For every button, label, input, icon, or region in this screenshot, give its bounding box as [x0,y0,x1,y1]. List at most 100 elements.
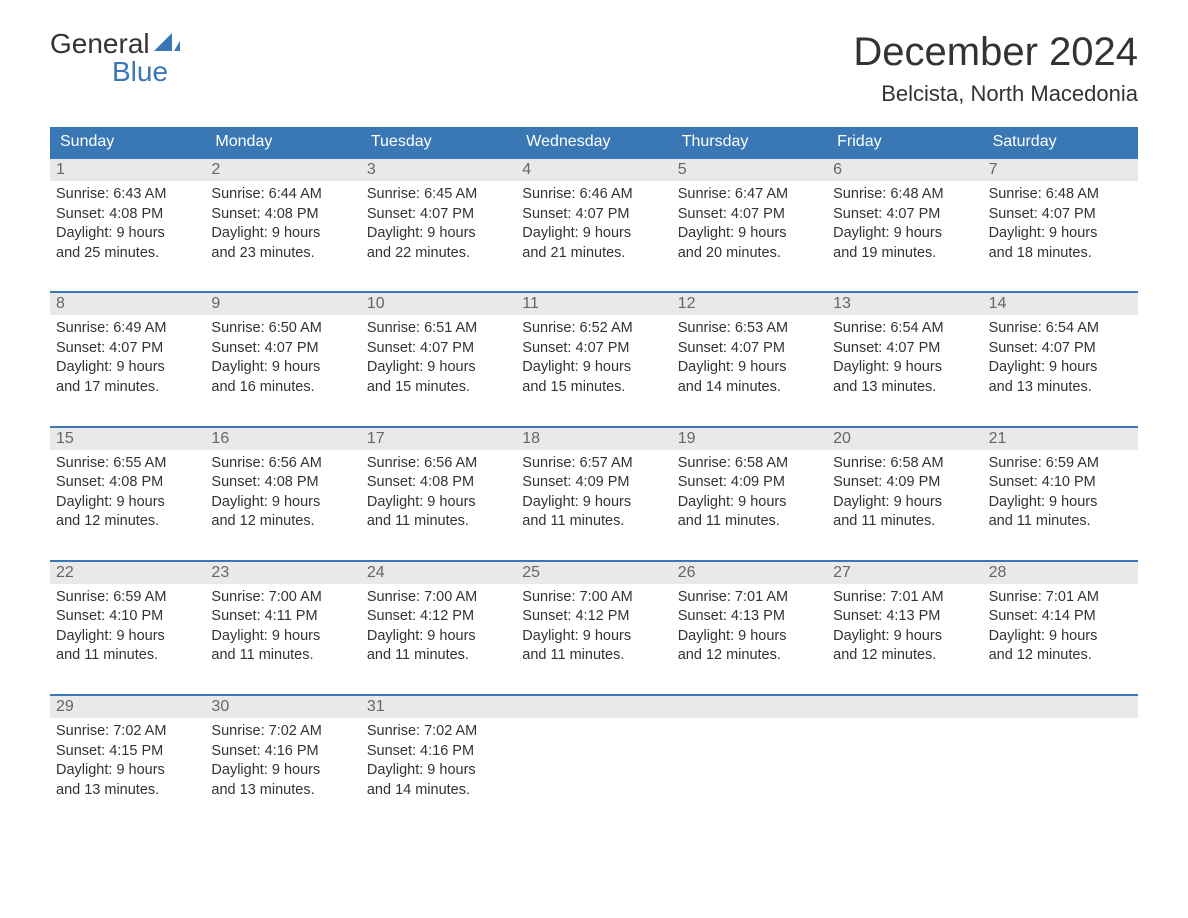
dl2-text: and 13 minutes. [211,781,354,801]
sunset-text: Sunset: 4:12 PM [522,607,665,627]
dl1-text: Daylight: 9 hours [211,761,354,781]
date-number: 28 [983,562,1138,584]
sunset-text: Sunset: 4:12 PM [367,607,510,627]
sunrise-text: Sunrise: 6:46 AM [522,185,665,205]
dl1-text: Daylight: 9 hours [56,358,199,378]
sunrise-text: Sunrise: 6:57 AM [522,454,665,474]
sunset-text: Sunset: 4:07 PM [833,339,976,359]
sunset-text: Sunset: 4:08 PM [211,205,354,225]
sunset-text: Sunset: 4:10 PM [56,607,199,627]
dl2-text: and 11 minutes. [522,646,665,666]
dl1-text: Daylight: 9 hours [56,627,199,647]
date-number: 26 [672,562,827,584]
calendar-cell: Sunrise: 6:51 AMSunset: 4:07 PMDaylight:… [361,315,516,405]
calendar-cell [516,718,671,808]
date-number: 18 [516,428,671,450]
sunrise-text: Sunrise: 6:52 AM [522,319,665,339]
sunrise-text: Sunrise: 6:48 AM [833,185,976,205]
day-header: Saturday [983,127,1138,157]
sunrise-text: Sunrise: 6:54 AM [989,319,1132,339]
calendar-cell: Sunrise: 6:45 AMSunset: 4:07 PMDaylight:… [361,181,516,271]
day-header: Thursday [672,127,827,157]
calendar-cell: Sunrise: 7:01 AMSunset: 4:13 PMDaylight:… [827,584,982,674]
date-number [672,696,827,718]
dl1-text: Daylight: 9 hours [833,493,976,513]
brand-word1: General [50,30,150,58]
dl1-text: Daylight: 9 hours [833,224,976,244]
date-number: 9 [205,293,360,315]
sunrise-text: Sunrise: 6:44 AM [211,185,354,205]
sunrise-text: Sunrise: 6:54 AM [833,319,976,339]
calendar-cell: Sunrise: 6:56 AMSunset: 4:08 PMDaylight:… [361,450,516,540]
dl1-text: Daylight: 9 hours [989,627,1132,647]
dl1-text: Daylight: 9 hours [522,493,665,513]
sunset-text: Sunset: 4:07 PM [678,339,821,359]
calendar-cell: Sunrise: 7:02 AMSunset: 4:15 PMDaylight:… [50,718,205,808]
calendar-cell: Sunrise: 6:50 AMSunset: 4:07 PMDaylight:… [205,315,360,405]
dl1-text: Daylight: 9 hours [56,493,199,513]
day-header: Tuesday [361,127,516,157]
date-number: 16 [205,428,360,450]
page-header: General Blue December 2024 Belcista, Nor… [50,30,1138,107]
sunset-text: Sunset: 4:07 PM [989,339,1132,359]
dl2-text: and 14 minutes. [678,378,821,398]
date-number: 17 [361,428,516,450]
dl2-text: and 15 minutes. [522,378,665,398]
dl2-text: and 11 minutes. [56,646,199,666]
sunrise-text: Sunrise: 6:53 AM [678,319,821,339]
sunset-text: Sunset: 4:07 PM [522,339,665,359]
date-number: 10 [361,293,516,315]
dl2-text: and 11 minutes. [522,512,665,532]
date-number: 12 [672,293,827,315]
date-number: 2 [205,159,360,181]
sunset-text: Sunset: 4:16 PM [367,742,510,762]
sunrise-text: Sunrise: 6:59 AM [989,454,1132,474]
dl2-text: and 25 minutes. [56,244,199,264]
sunrise-text: Sunrise: 7:02 AM [56,722,199,742]
sunset-text: Sunset: 4:09 PM [678,473,821,493]
dl2-text: and 21 minutes. [522,244,665,264]
dl1-text: Daylight: 9 hours [211,224,354,244]
sunset-text: Sunset: 4:08 PM [211,473,354,493]
sunrise-text: Sunrise: 6:56 AM [211,454,354,474]
calendar-cell: Sunrise: 7:00 AMSunset: 4:12 PMDaylight:… [361,584,516,674]
dl1-text: Daylight: 9 hours [367,358,510,378]
calendar-cell: Sunrise: 7:00 AMSunset: 4:11 PMDaylight:… [205,584,360,674]
calendar-cell: Sunrise: 7:02 AMSunset: 4:16 PMDaylight:… [361,718,516,808]
calendar-cell: Sunrise: 6:59 AMSunset: 4:10 PMDaylight:… [983,450,1138,540]
dl1-text: Daylight: 9 hours [211,358,354,378]
dl1-text: Daylight: 9 hours [56,224,199,244]
date-number: 4 [516,159,671,181]
dl2-text: and 12 minutes. [989,646,1132,666]
location-label: Belcista, North Macedonia [853,81,1138,107]
dl1-text: Daylight: 9 hours [833,627,976,647]
sunrise-text: Sunrise: 7:02 AM [367,722,510,742]
dl1-text: Daylight: 9 hours [522,224,665,244]
sunrise-text: Sunrise: 6:47 AM [678,185,821,205]
calendar-cell: Sunrise: 6:49 AMSunset: 4:07 PMDaylight:… [50,315,205,405]
calendar-cell [672,718,827,808]
dl2-text: and 15 minutes. [367,378,510,398]
day-header: Wednesday [516,127,671,157]
date-row: 15161718192021 [50,426,1138,450]
dl1-text: Daylight: 9 hours [833,358,976,378]
sunrise-text: Sunrise: 7:01 AM [678,588,821,608]
calendar-cell: Sunrise: 6:54 AMSunset: 4:07 PMDaylight:… [983,315,1138,405]
date-number: 3 [361,159,516,181]
dl1-text: Daylight: 9 hours [989,224,1132,244]
title-block: December 2024 Belcista, North Macedonia [853,30,1138,107]
sunrise-text: Sunrise: 6:43 AM [56,185,199,205]
sunset-text: Sunset: 4:09 PM [833,473,976,493]
date-number: 11 [516,293,671,315]
calendar-cell: Sunrise: 7:01 AMSunset: 4:14 PMDaylight:… [983,584,1138,674]
date-number [827,696,982,718]
sunset-text: Sunset: 4:08 PM [56,205,199,225]
dl1-text: Daylight: 9 hours [989,358,1132,378]
date-number [516,696,671,718]
dl1-text: Daylight: 9 hours [522,627,665,647]
dl2-text: and 23 minutes. [211,244,354,264]
calendar-cell: Sunrise: 6:44 AMSunset: 4:08 PMDaylight:… [205,181,360,271]
sunset-text: Sunset: 4:15 PM [56,742,199,762]
dl2-text: and 16 minutes. [211,378,354,398]
dl2-text: and 11 minutes. [678,512,821,532]
